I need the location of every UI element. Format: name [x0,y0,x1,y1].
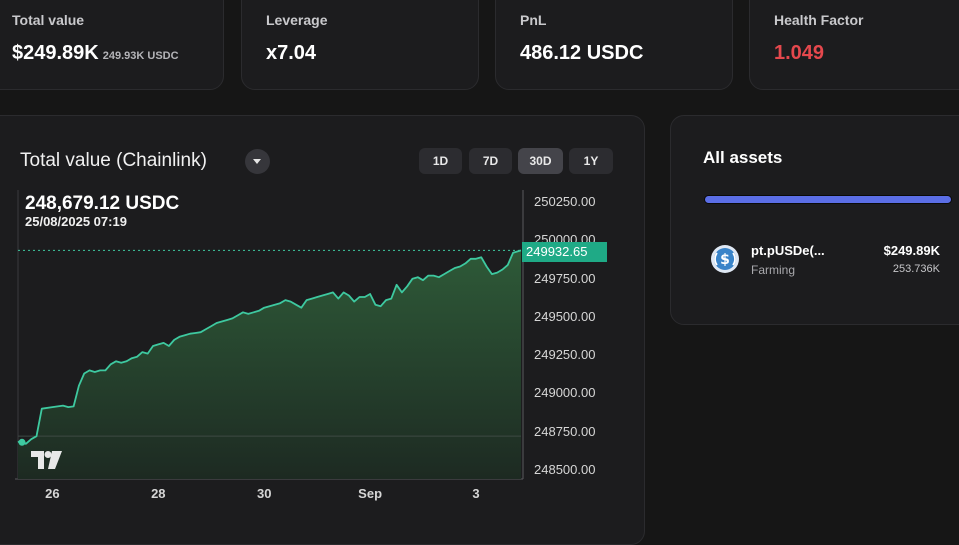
stat-card-leverage [241,0,479,90]
x-tick-label: 30 [256,486,272,501]
chart-title: Total value (Chainlink) [20,150,207,171]
y-tick-label: 250250.00 [534,194,596,210]
range-button-1d[interactable]: 1D [419,148,462,174]
range-button-30d[interactable]: 30D [518,148,563,174]
usd-coin-icon: $ [711,245,739,273]
stat-card-total-value [0,0,224,90]
assets-panel [670,115,959,325]
y-tick-label: 248750.00 [534,423,596,439]
hover-date: 25/08/2025 07:19 [25,214,127,229]
chart-source-dropdown[interactable] [245,149,270,174]
chart-panel [0,115,645,545]
asset-category: Farming [751,263,796,277]
y-tick-label: 249500.00 [534,308,596,324]
range-button-1y[interactable]: 1Y [569,148,613,174]
pnl-value: 486.12 USDC [520,42,644,64]
assets-title: All assets [703,148,783,167]
asset-amount: 253.736K [892,263,940,275]
health-factor-value: 1.049 [774,42,825,64]
stat-card-pnl [495,0,733,90]
total-value-label: Total value [12,12,85,28]
y-tick-label: 249250.00 [534,347,596,363]
total-value-usdc: 249.93K USDC [102,50,179,62]
current-price-tag: 249932.65 [522,242,607,262]
asset-value: $249.89K [883,243,940,258]
total-value-amount: $249.89K 249.93K USDC [12,42,179,65]
total-value-main: $249.89K [12,42,99,64]
x-tick-label: 26 [45,486,60,501]
asset-allocation-bar [704,195,952,204]
y-tick-label: 248500.00 [534,461,596,477]
x-tick-label: Sep [358,486,383,501]
leverage-value: x7.04 [266,42,317,64]
tradingview-logo-icon[interactable] [31,451,63,469]
x-tick-label: 28 [151,486,166,501]
health-factor-label: Health Factor [774,12,864,28]
asset-name: pt.pUSDe(... [751,243,825,258]
y-tick-label: 249750.00 [534,270,596,286]
y-tick-label: 249000.00 [534,385,596,401]
hover-price: 248,679.12 USDC [25,193,180,214]
x-tick-label: 3 [472,486,480,501]
stat-card-health-factor [749,0,959,90]
range-button-7d[interactable]: 7D [469,148,512,174]
pnl-label: PnL [520,12,547,28]
leverage-label: Leverage [266,12,328,28]
svg-text:$: $ [720,252,730,268]
